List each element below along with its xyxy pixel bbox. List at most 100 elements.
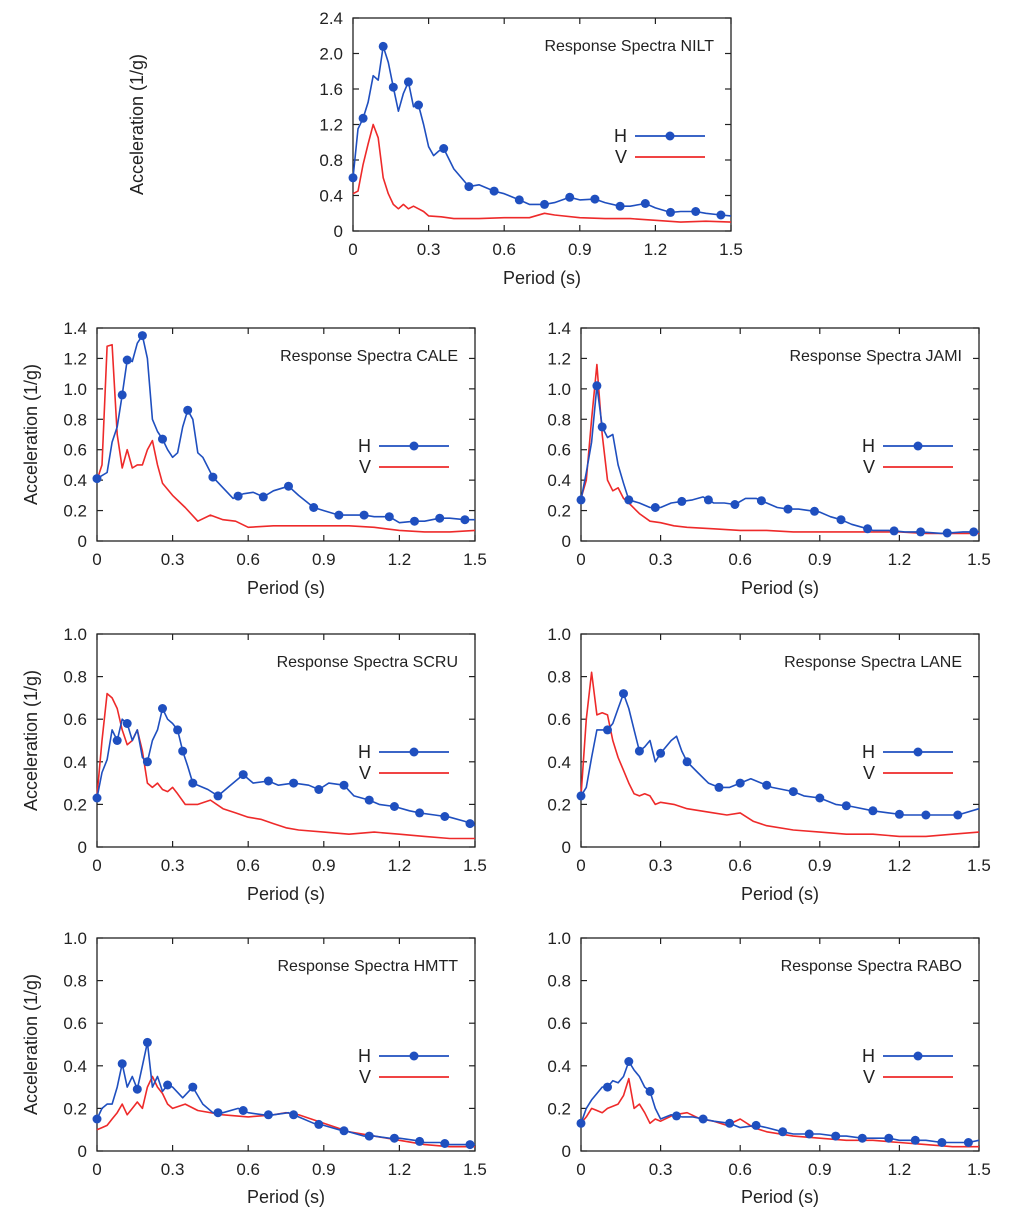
legend-label-v: V (359, 1067, 371, 1087)
marker-h (489, 186, 499, 196)
marker-h (857, 1133, 867, 1143)
x-tick-label: 0.6 (728, 856, 752, 875)
x-tick-label: 1.5 (463, 1160, 487, 1179)
x-tick-label: 0.6 (236, 1160, 260, 1179)
y-tick-label: 0.8 (547, 668, 571, 687)
marker-h (183, 405, 193, 415)
marker-h (309, 503, 319, 512)
marker-h (414, 100, 423, 110)
marker-h (751, 1120, 761, 1130)
marker-h (619, 689, 628, 699)
x-tick-label: 0.3 (417, 240, 441, 259)
y-tick-label: 0.2 (63, 795, 87, 814)
y-tick-label: 0.4 (63, 1057, 87, 1076)
series-line-h (580, 384, 979, 535)
y-tick-label: 2.4 (319, 9, 343, 28)
marker-h (937, 1138, 947, 1147)
x-tick-label: 0 (92, 550, 101, 569)
marker-h (142, 757, 152, 767)
y-tick-label: 0.8 (63, 972, 87, 991)
marker-h (836, 515, 846, 525)
x-tick-label: 1.5 (967, 856, 991, 875)
series-line-v (96, 343, 476, 533)
marker-h (831, 1131, 841, 1141)
marker-h (263, 1110, 273, 1120)
panel-title: Response Spectra JAMI (789, 348, 962, 365)
marker-h (603, 1082, 612, 1092)
x-tick-label: 0.3 (161, 1160, 185, 1179)
marker-h (238, 1106, 248, 1115)
y-tick-label: 1.0 (63, 380, 87, 399)
chart-lane: 0 0.3 0.6 0.9 1.2 1.5 0 0.2 0.4 0.6 0.8 1.0 Period (… (547, 625, 990, 904)
y-tick-label: 0.6 (547, 710, 571, 729)
panel-title: Response Spectra NILT (544, 38, 714, 55)
marker-h (314, 785, 324, 794)
y-tick-label: 0.2 (547, 502, 571, 521)
marker-h (415, 1136, 425, 1146)
x-tick-label: 0.3 (161, 856, 185, 875)
marker-h (410, 516, 419, 526)
x-tick-label: 1.2 (888, 856, 912, 875)
legend-label-h: H (358, 1046, 371, 1066)
chart-jami: 0 0.3 0.6 0.9 1.2 1.5 0 0.2 0.4 0.6 0.8 1.0 1.2 1.4 Pe… (547, 319, 990, 598)
x-tick-label: 1.5 (967, 550, 991, 569)
panel-title: Response Spectra RABO (781, 958, 962, 975)
y-tick-label: 1.0 (63, 625, 87, 644)
chart-rabo: 0 0.3 0.6 0.9 1.2 1.5 0 0.2 0.4 0.6 0.8 1.0 Period (… (547, 929, 990, 1207)
marker-h (122, 719, 132, 728)
marker-h (677, 496, 687, 506)
series-line-v (580, 671, 980, 838)
y-tick-label: 0.4 (547, 753, 571, 772)
legend-marker-h (665, 131, 675, 141)
marker-h (137, 331, 147, 341)
x-tick-label: 1.2 (888, 1160, 912, 1179)
marker-h (953, 810, 963, 820)
marker-h (465, 1140, 475, 1150)
legend-label-h: H (358, 436, 371, 456)
marker-h (435, 513, 445, 523)
y-axis-title: Acceleration (1/g) (21, 974, 41, 1115)
x-tick-label: 1.5 (967, 1160, 991, 1179)
y-tick-label: 0.8 (63, 410, 87, 429)
x-tick-label: 1.5 (463, 856, 487, 875)
marker-h (188, 778, 198, 788)
marker-h (603, 725, 612, 735)
legend-label-h: H (862, 742, 875, 762)
legend-marker-h (409, 441, 419, 451)
marker-h (672, 1111, 681, 1121)
marker-h (725, 1118, 735, 1128)
series-line-h (352, 45, 732, 217)
y-axis-title: Acceleration (1/g) (127, 54, 147, 195)
y-axis-title: Acceleration (1/g) (21, 364, 41, 505)
marker-h (263, 776, 273, 786)
y-tick-label: 1.0 (547, 625, 571, 644)
marker-h (158, 704, 167, 713)
marker-h (698, 1114, 708, 1124)
y-tick-label: 0.8 (319, 151, 343, 170)
y-tick-label: 2.0 (319, 45, 343, 64)
y-tick-label: 1.0 (63, 929, 87, 948)
marker-h (624, 1057, 634, 1066)
marker-h (624, 495, 634, 505)
x-tick-label: 0 (92, 1160, 101, 1179)
marker-h (597, 422, 607, 432)
plot-frame (580, 937, 980, 1152)
x-tick-label: 1.5 (719, 240, 743, 259)
marker-h (703, 495, 713, 505)
x-tick-label: 0.3 (649, 1160, 673, 1179)
y-tick-label: 0.2 (63, 1099, 87, 1118)
y-tick-label: 0.8 (547, 410, 571, 429)
marker-h (788, 787, 798, 797)
marker-h (714, 782, 724, 792)
marker-h (634, 746, 644, 756)
marker-h (942, 528, 952, 538)
marker-h (415, 808, 425, 818)
marker-h (92, 793, 102, 803)
x-axis-title: Period (s) (503, 268, 581, 288)
series-line-h (580, 692, 980, 816)
x-tick-label: 1.2 (644, 240, 668, 259)
series-line-v (96, 692, 475, 840)
y-tick-label: 0.2 (63, 502, 87, 521)
marker-h (208, 472, 218, 482)
marker-h (762, 780, 772, 790)
